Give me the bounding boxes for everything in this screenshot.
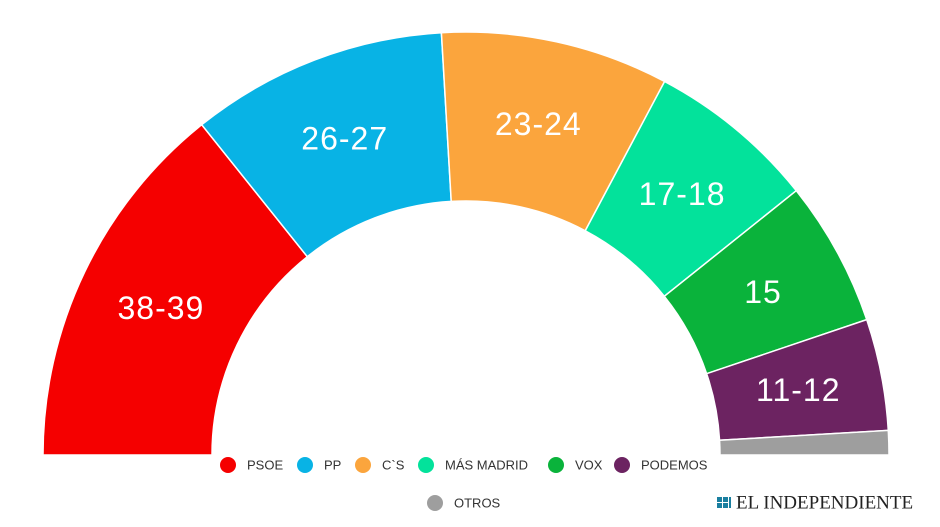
segment-label: 26-27 — [301, 120, 388, 156]
legend-label: PP — [324, 457, 341, 472]
legend-label: C`S — [382, 457, 405, 472]
segment-label: 15 — [744, 274, 782, 310]
brand-logo — [717, 497, 731, 508]
segment-label: 38-39 — [117, 290, 204, 326]
segment-label: 23-24 — [495, 106, 582, 142]
segment — [718, 429, 890, 456]
legend-marker — [418, 457, 434, 473]
legend-label: VOX — [575, 457, 603, 472]
legend-label: PSOE — [247, 457, 283, 472]
legend-label: OTROS — [454, 495, 501, 510]
legend-label: PODEMOS — [641, 457, 708, 472]
legend-marker — [548, 457, 564, 473]
segment-label: 17-18 — [639, 176, 726, 212]
legend-marker — [355, 457, 371, 473]
segment-label: 11-12 — [756, 372, 840, 408]
legend-marker — [297, 457, 313, 473]
segment — [42, 123, 309, 456]
legend-marker — [220, 457, 236, 473]
brand: EL INDEPENDIENTE — [736, 492, 913, 513]
legend-marker — [427, 495, 443, 511]
legend-label: MÁS MADRID — [445, 457, 528, 472]
legend-marker — [614, 457, 630, 473]
